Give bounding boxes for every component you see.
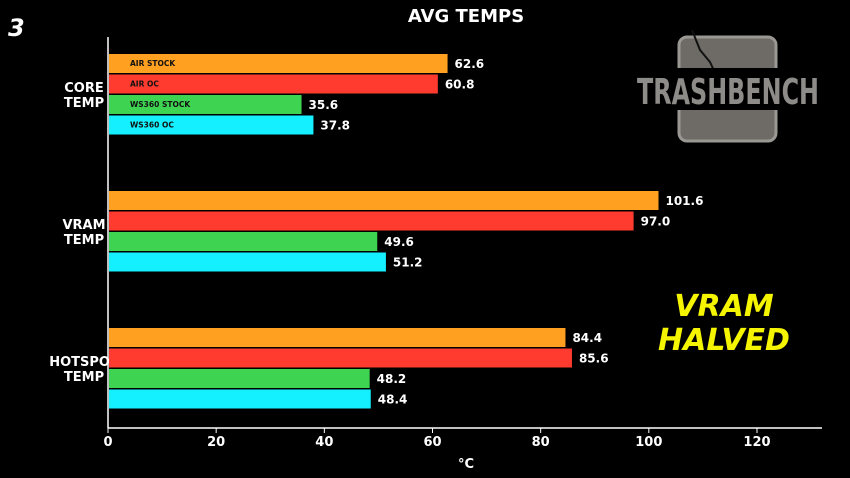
bar-air-stock <box>109 191 659 210</box>
bar-air-oc <box>109 74 438 94</box>
category-label: TEMP <box>64 233 104 248</box>
bar-ws360-oc <box>109 252 386 272</box>
data-label: 97.0 <box>641 215 671 229</box>
x-tick-label: 60 <box>423 435 441 450</box>
bar-ws360-stock <box>109 369 370 388</box>
data-label: 48.4 <box>378 393 408 407</box>
bar-air-stock <box>109 328 566 347</box>
bar-ws360-oc <box>109 389 371 409</box>
category-label: HOTSPOT <box>49 355 119 370</box>
series-label: WS360 STOCK <box>130 100 191 109</box>
x-tick-label: 40 <box>315 435 333 450</box>
x-tick-label: 100 <box>635 435 662 450</box>
svg-text:TRASHBENCH: TRASHBENCH <box>637 72 819 113</box>
data-label: 62.6 <box>455 57 485 71</box>
category-label: TEMP <box>64 96 104 111</box>
data-label: 85.6 <box>579 352 609 366</box>
series-label: AIR STOCK <box>130 59 176 68</box>
series-label: AIR OC <box>130 80 159 89</box>
data-label: 49.6 <box>384 235 414 249</box>
x-axis-label: °C <box>458 457 474 472</box>
bar-air-oc <box>109 348 572 368</box>
data-label: 60.8 <box>445 78 475 92</box>
page-number: 3 <box>8 14 25 42</box>
data-label: 48.2 <box>377 372 407 386</box>
category-label: VRAM <box>62 218 105 233</box>
bar-air-stock <box>109 54 448 73</box>
annotation-line1: VRAM <box>674 289 774 324</box>
chart-title: AVG TEMPS <box>408 6 524 27</box>
bar-ws360-stock <box>109 232 378 251</box>
trashbench-logo: TRASHBENCH <box>636 29 820 143</box>
data-label: 51.2 <box>393 256 423 270</box>
x-tick-label: 0 <box>103 435 112 450</box>
annotation-line2: HALVED <box>658 323 790 358</box>
data-label: 84.4 <box>572 331 602 345</box>
data-label: 37.8 <box>320 119 350 133</box>
x-tick-label: 20 <box>207 435 225 450</box>
series-label: WS360 OC <box>130 121 174 130</box>
bar-air-oc <box>109 211 634 231</box>
data-label: 101.6 <box>665 194 703 208</box>
bar-ws360-stock <box>109 95 302 114</box>
bar-ws360-oc <box>109 115 314 135</box>
data-label: 35.6 <box>309 98 339 112</box>
x-tick-label: 120 <box>743 435 770 450</box>
category-label: CORE <box>64 81 103 96</box>
x-tick-label: 80 <box>532 435 550 450</box>
category-label: TEMP <box>64 370 104 385</box>
